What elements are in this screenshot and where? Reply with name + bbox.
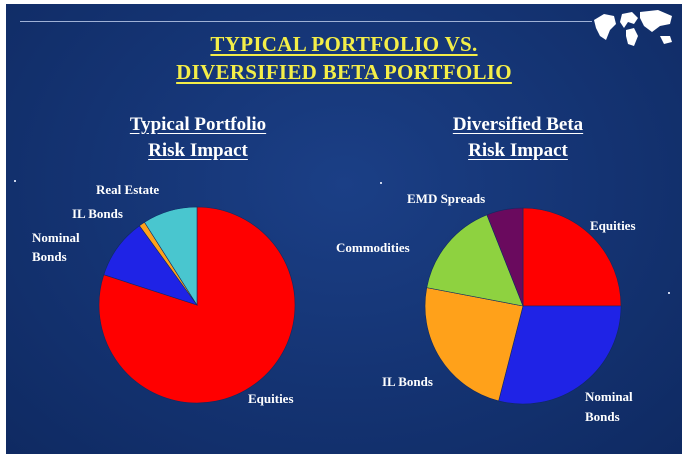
title-line-2: DIVERSIFIED BETA PORTFOLIO bbox=[176, 60, 512, 84]
diversified-label-nominal-bonds: Nominal Bonds bbox=[585, 389, 633, 424]
slide: TYPICAL PORTFOLIO VS. DIVERSIFIED BETA P… bbox=[6, 4, 682, 454]
top-rule bbox=[20, 21, 592, 22]
diversified-slice-equities bbox=[522, 207, 622, 307]
right-chart-title-line-2: Risk Impact bbox=[468, 140, 568, 161]
pie-charts: Equities Nominal Bonds IL Bonds Real Estate E… bbox=[32, 182, 636, 424]
left-chart-title: Typical Portfolio Risk Impact bbox=[68, 112, 328, 164]
typical-slice-real-estate bbox=[144, 206, 198, 307]
decor-dot bbox=[14, 180, 16, 182]
title-line-1: TYPICAL PORTFOLIO VS. bbox=[210, 32, 478, 56]
diversified-slice-nominal-bonds bbox=[498, 305, 622, 405]
decor-dot bbox=[380, 182, 382, 184]
diversified-label-commodities: Commodities bbox=[336, 240, 410, 255]
typical-label-il-bonds: IL Bonds bbox=[72, 206, 123, 221]
world-map-icon bbox=[594, 10, 672, 46]
right-chart-title: Diversified Beta Risk Impact bbox=[388, 112, 648, 164]
typical-label-nominal-bonds: Nominal Bonds bbox=[32, 230, 80, 264]
diversified-label-il-bonds: IL Bonds bbox=[382, 374, 433, 389]
diversified-label-emd-spreads: EMD Spreads bbox=[407, 191, 485, 206]
typical-label-equities: Equities bbox=[248, 391, 294, 406]
right-chart-title-line-1: Diversified Beta bbox=[452, 114, 584, 135]
left-chart-title-line-2: Risk Impact bbox=[148, 140, 248, 161]
diversified-label-equities: Equities bbox=[590, 218, 636, 233]
typical-label-real-estate: Real Estate bbox=[96, 182, 159, 197]
diversified-slice-il-bonds bbox=[424, 287, 524, 402]
diversified-slice-emd-spreads bbox=[486, 207, 524, 307]
decor-dot bbox=[668, 292, 670, 294]
left-chart-title-line-1: Typical Portfolio bbox=[129, 114, 267, 135]
diversified-slice-commodities bbox=[426, 214, 524, 307]
